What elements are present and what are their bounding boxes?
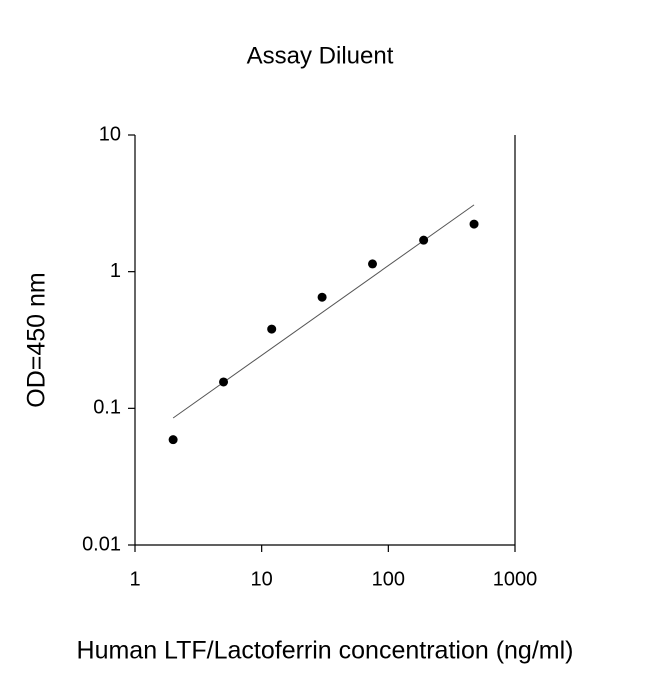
x-axis-title: Human LTF/Lactoferrin concentration (ng/…	[77, 637, 574, 665]
axes	[134, 135, 516, 546]
x-tick-label: 1000	[493, 568, 538, 590]
y-tick-label: 0.1	[93, 397, 121, 419]
data-point	[168, 435, 178, 445]
data-point	[469, 219, 479, 229]
x-tick-label: 1	[129, 568, 140, 590]
y-axis-title: OD=450 nm	[23, 272, 51, 408]
data-point	[419, 235, 429, 245]
y-tick-label: 1	[110, 260, 121, 282]
data-point	[267, 324, 277, 334]
y-tick-label: 10	[99, 123, 121, 145]
x-tick-label: 100	[372, 568, 405, 590]
y-tick-label: 0.01	[82, 533, 121, 555]
fit-line	[172, 204, 475, 419]
data-point	[219, 377, 229, 387]
data-point	[368, 259, 378, 269]
chart-title: Assay Diluent	[247, 42, 394, 69]
x-tick-label: 10	[251, 568, 273, 590]
data-point	[317, 292, 327, 302]
